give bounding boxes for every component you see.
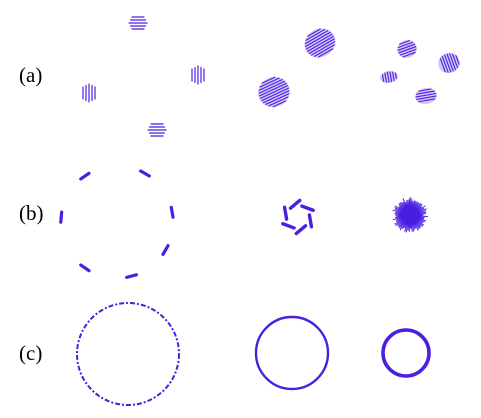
particle-blob bbox=[438, 52, 460, 74]
blob-stripe bbox=[306, 35, 335, 52]
swirl-particle bbox=[282, 205, 289, 221]
dash-particle bbox=[169, 205, 175, 219]
stripe-patch bbox=[191, 65, 205, 85]
blob-stripe bbox=[305, 33, 333, 50]
panel-b2 bbox=[281, 198, 315, 236]
blob-stripe bbox=[399, 48, 417, 56]
panel-b3 bbox=[392, 196, 429, 233]
swirl-particle bbox=[281, 222, 296, 230]
blob-stripe bbox=[272, 100, 287, 108]
blob-stripe bbox=[449, 53, 456, 71]
particle-blob bbox=[258, 76, 290, 108]
dash-particle bbox=[161, 244, 170, 256]
blob-stripe bbox=[397, 43, 416, 51]
row-label-c: (c) bbox=[19, 341, 43, 365]
blob-stripe bbox=[258, 82, 287, 97]
blob-stripe bbox=[399, 40, 411, 45]
blob-stripe bbox=[398, 46, 417, 54]
blob-stripe bbox=[261, 87, 290, 102]
thin-ring bbox=[254, 315, 330, 391]
blob-stripe bbox=[307, 28, 321, 37]
blob-stripe bbox=[402, 51, 416, 58]
blob-stripe bbox=[259, 85, 289, 99]
blob-stripe bbox=[305, 28, 326, 41]
blob-stripe bbox=[397, 41, 414, 49]
swirl-particle bbox=[294, 224, 308, 236]
dash-particle bbox=[59, 210, 64, 224]
blob-stripe bbox=[317, 48, 334, 58]
stripe-patch bbox=[147, 123, 167, 137]
row-label-b: (b) bbox=[19, 201, 44, 225]
blob-stripe bbox=[444, 54, 452, 73]
panel-a1 bbox=[82, 16, 205, 137]
blob-stripe bbox=[416, 90, 435, 95]
swirl-particle bbox=[288, 198, 302, 210]
blob-stripe bbox=[265, 93, 290, 105]
panel-c1 bbox=[76, 302, 180, 406]
blob-stripe bbox=[384, 72, 387, 83]
particle-blob bbox=[397, 39, 417, 59]
dash-particle bbox=[139, 169, 151, 178]
panel-a3 bbox=[380, 39, 460, 105]
swirl-particle bbox=[307, 213, 314, 229]
blob-stripe bbox=[415, 92, 437, 98]
starburst-ray bbox=[409, 213, 427, 216]
thick-ring bbox=[381, 328, 431, 378]
blob-stripe bbox=[441, 56, 449, 73]
blob-stripe bbox=[304, 31, 331, 48]
blob-stripe bbox=[389, 71, 393, 83]
blob-stripe bbox=[308, 38, 335, 54]
row-label-a: (a) bbox=[19, 63, 43, 87]
panel-c3 bbox=[381, 328, 431, 378]
blob-stripe bbox=[261, 76, 276, 84]
dash-particle bbox=[79, 263, 91, 273]
blob-stripe bbox=[452, 53, 459, 69]
blob-stripe bbox=[418, 88, 432, 92]
panel-c2 bbox=[254, 315, 330, 391]
blob-stripe bbox=[439, 58, 446, 73]
panel-a2 bbox=[258, 28, 336, 108]
stripe-patch bbox=[128, 16, 148, 30]
blob-stripe bbox=[304, 30, 329, 45]
dash-particle bbox=[79, 171, 91, 181]
blob-stripe bbox=[262, 90, 290, 104]
blob-stripe bbox=[381, 74, 385, 83]
dashed-ring bbox=[76, 302, 180, 406]
blob-stripe bbox=[418, 98, 436, 103]
blob-stripe bbox=[313, 44, 335, 57]
dash-particle bbox=[125, 273, 138, 279]
blob-stripe bbox=[268, 96, 289, 107]
blob-stripe bbox=[416, 95, 437, 101]
panel-b1 bbox=[59, 169, 175, 279]
blob-stripe bbox=[455, 54, 460, 65]
particle-blob bbox=[304, 28, 336, 58]
blob-stripe bbox=[258, 80, 286, 94]
particle-blob bbox=[380, 70, 398, 84]
blob-stripe bbox=[259, 77, 280, 88]
swirl-particle bbox=[300, 204, 315, 212]
blob-fill bbox=[304, 28, 336, 58]
blob-stripe bbox=[394, 72, 397, 80]
blob-stripe bbox=[392, 71, 395, 81]
blob-stripe bbox=[258, 79, 283, 91]
stripe-patch bbox=[82, 83, 96, 103]
particle-blob bbox=[415, 87, 437, 105]
blob-stripe bbox=[446, 53, 454, 72]
blob-stripe bbox=[386, 71, 390, 83]
blob-stripe bbox=[310, 41, 336, 56]
